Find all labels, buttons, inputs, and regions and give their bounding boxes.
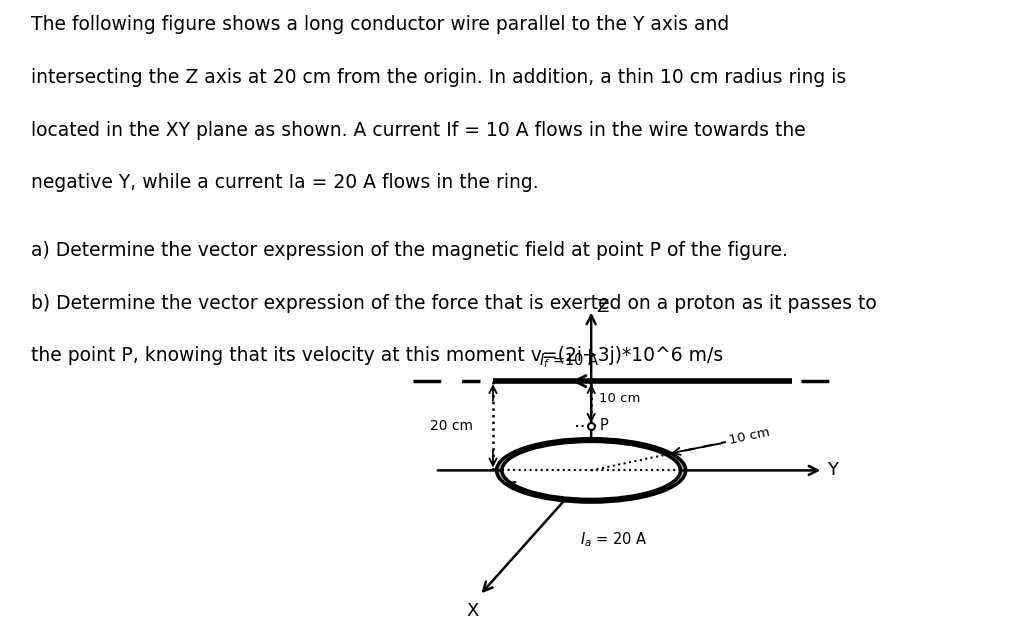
Text: $I_f$ =10 A: $I_f$ =10 A xyxy=(539,351,599,370)
Text: a) Determine the vector expression of the magnetic field at point P of the figur: a) Determine the vector expression of th… xyxy=(31,241,787,260)
Text: 10 cm: 10 cm xyxy=(599,392,641,404)
Text: P: P xyxy=(599,419,608,433)
Text: 20 cm: 20 cm xyxy=(430,419,473,433)
Text: located in the XY plane as shown. A current If = 10 A flows in the wire towards : located in the XY plane as shown. A curr… xyxy=(31,121,806,140)
Text: $I_a$ = 20 A: $I_a$ = 20 A xyxy=(580,531,647,549)
Text: the point P, knowing that its velocity at this moment v=(2i+3j)*10^6 m/s: the point P, knowing that its velocity a… xyxy=(31,346,723,365)
Ellipse shape xyxy=(497,438,686,502)
Text: The following figure shows a long conductor wire parallel to the Y axis and: The following figure shows a long conduc… xyxy=(31,15,729,35)
Text: 10 cm: 10 cm xyxy=(728,426,771,447)
Text: Y: Y xyxy=(826,461,838,479)
Text: negative Y, while a current Ia = 20 A flows in the ring.: negative Y, while a current Ia = 20 A fl… xyxy=(31,173,539,193)
Ellipse shape xyxy=(502,442,680,499)
Text: b) Determine the vector expression of the force that is exerted on a proton as i: b) Determine the vector expression of th… xyxy=(31,294,877,313)
Text: intersecting the Z axis at 20 cm from the origin. In addition, a thin 10 cm radi: intersecting the Z axis at 20 cm from th… xyxy=(31,68,846,87)
Text: X: X xyxy=(467,602,479,620)
Text: Z: Z xyxy=(597,298,609,317)
